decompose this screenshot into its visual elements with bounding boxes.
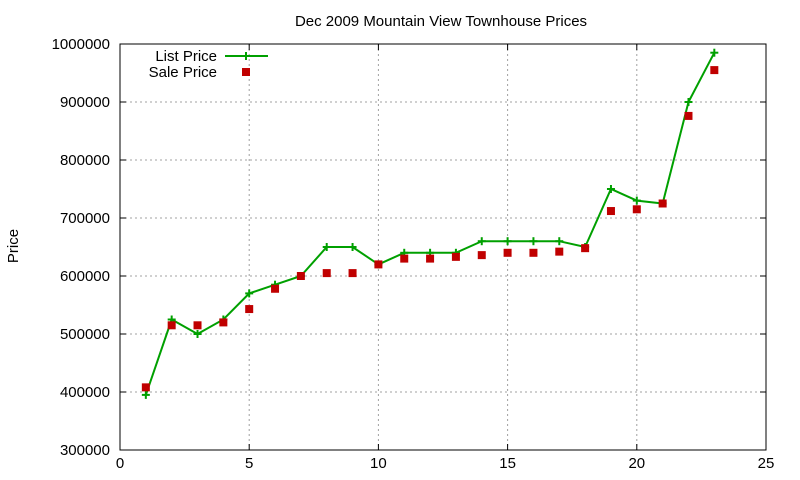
- list-price-point: [606, 185, 615, 193]
- list-price-point: [555, 237, 564, 246]
- list-price-point: [348, 243, 357, 251]
- list-price-point: [245, 289, 254, 298]
- list-price-point: [141, 390, 150, 399]
- sale-price-point: [141, 383, 150, 392]
- x-tick-label: 15: [499, 455, 516, 472]
- sale-price-point: [167, 321, 176, 330]
- list-price-point: [684, 98, 693, 106]
- sale-price-point: [581, 244, 590, 253]
- y-tick-label: 400000: [60, 384, 110, 401]
- sale-price-point: [658, 199, 667, 208]
- sale-price-point: [451, 252, 460, 261]
- list-price-point: [193, 330, 202, 338]
- x-tick-label: 10: [370, 455, 387, 472]
- sale-price-point: [684, 111, 693, 120]
- sale-price-point: [632, 205, 641, 214]
- y-tick-label: 300000: [60, 442, 110, 459]
- x-tick-label: 5: [245, 455, 253, 472]
- list-price-point: [322, 243, 331, 251]
- sale-price-point: [529, 248, 538, 257]
- sale-price-point: [219, 318, 228, 327]
- y-tick-label: 600000: [60, 268, 110, 285]
- y-tick-label: 800000: [60, 152, 110, 169]
- list-price-line: [144, 52, 716, 396]
- y-tick-label: 1000000: [52, 36, 110, 53]
- y-tick-label: 500000: [60, 326, 110, 343]
- grid-lines: [120, 44, 766, 450]
- legend-label-list-price: List Price: [155, 48, 217, 65]
- sale-price-point: [271, 284, 280, 293]
- legend-marker-sale-price: [242, 68, 250, 76]
- y-axis-label: Price: [5, 229, 22, 263]
- plot-border: [119, 43, 767, 451]
- x-tick-label: 20: [628, 455, 645, 472]
- sale-price-point: [245, 305, 254, 314]
- list-price-point: [529, 237, 538, 246]
- sale-price-point: [477, 251, 486, 260]
- chart-title: Dec 2009 Mountain View Townhouse Prices: [295, 13, 587, 30]
- y-tick-label: 700000: [60, 210, 110, 227]
- sale-price-point: [400, 254, 409, 263]
- legend-label-sale-price: Sale Price: [149, 64, 217, 81]
- y-tick-label: 900000: [60, 94, 110, 111]
- sale-price-point: [426, 254, 435, 263]
- sale-price-point: [710, 66, 719, 75]
- list-price-point: [710, 48, 719, 57]
- list-price-point: [477, 237, 486, 246]
- sale-price-point: [322, 269, 331, 278]
- axes: 0 5 10 15 20 25 300000 400000 500000 600000 700000…: [52, 36, 775, 472]
- list-price-point: [632, 196, 641, 205]
- sale-price-point: [348, 269, 357, 278]
- x-tick-label: 25: [758, 455, 775, 472]
- sale-price-point: [606, 207, 615, 216]
- sale-price-point: [193, 321, 202, 330]
- series-layer: [141, 48, 719, 399]
- x-tick-label: 0: [116, 455, 124, 472]
- list-price-point: [503, 237, 512, 246]
- sale-price-point: [555, 247, 564, 256]
- sale-price-point: [296, 272, 305, 280]
- sale-price-point: [374, 260, 383, 269]
- sale-price-point: [503, 248, 512, 257]
